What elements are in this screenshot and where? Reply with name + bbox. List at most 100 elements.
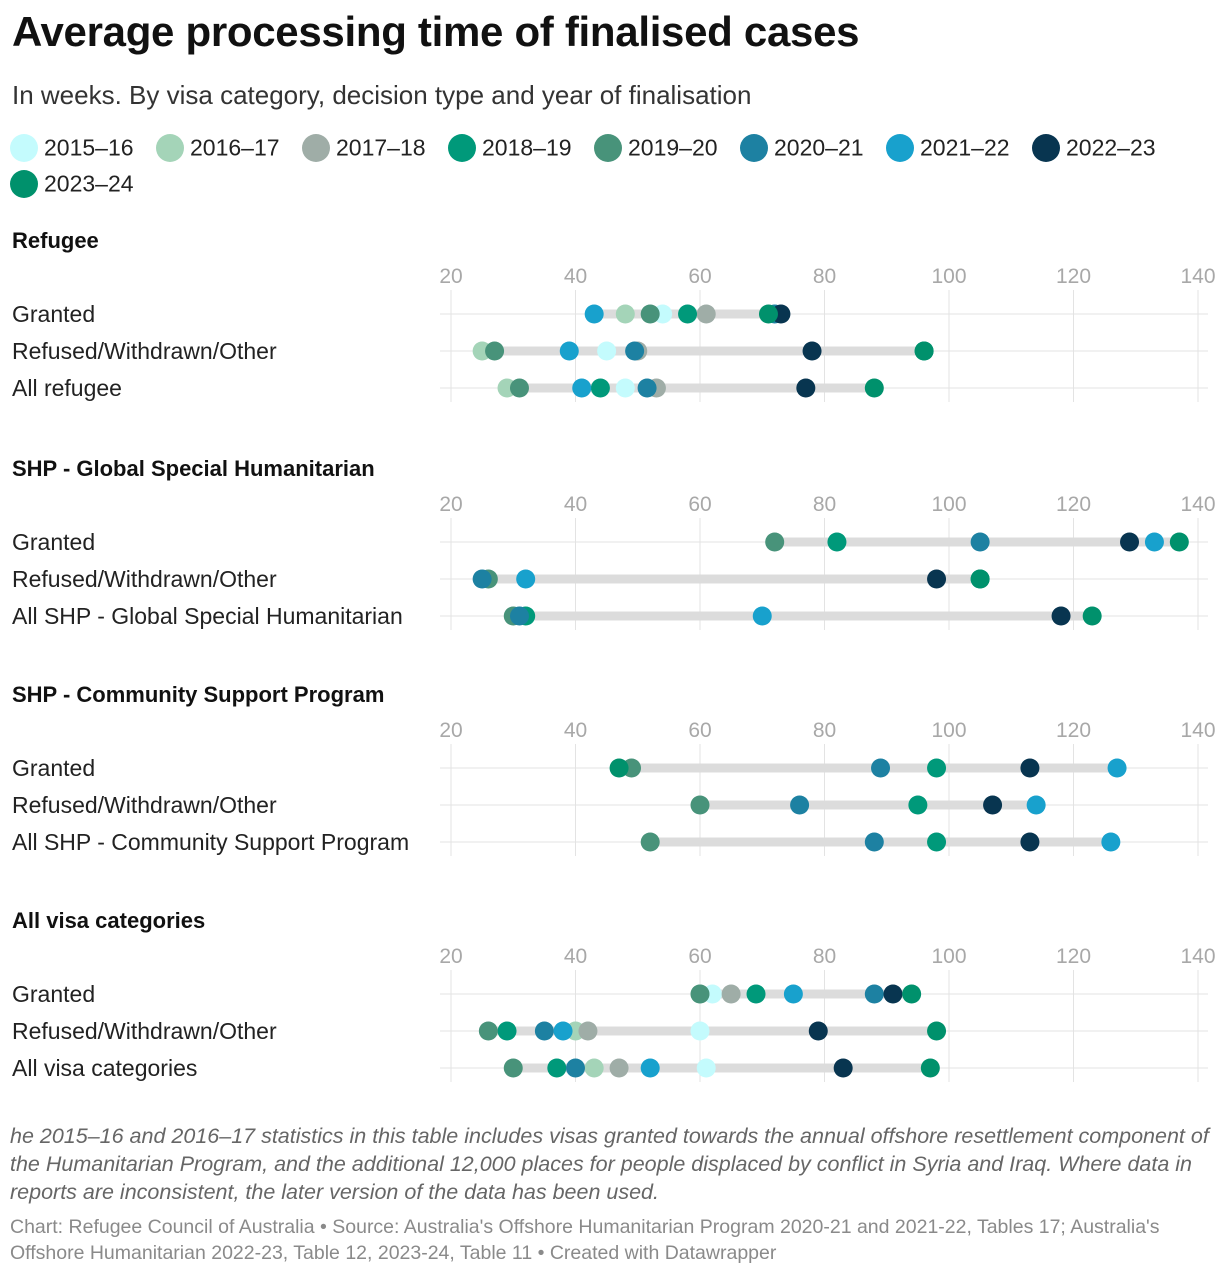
- x-tick-label: 100: [931, 265, 966, 288]
- x-tick-label: 120: [1056, 493, 1091, 516]
- data-point: [1082, 606, 1102, 626]
- data-point: [796, 378, 816, 398]
- x-tick-label: 140: [1180, 945, 1215, 968]
- data-point: [783, 984, 803, 1004]
- legend-item-2016-17[interactable]: 2016–17: [156, 134, 280, 170]
- data-point: [765, 532, 785, 552]
- legend-swatch: [10, 170, 38, 198]
- row-label: Granted: [12, 529, 95, 555]
- data-point: [516, 569, 536, 589]
- legend-label: 2019–20: [628, 134, 718, 161]
- legend-swatch: [594, 134, 622, 162]
- x-tick-label: 20: [439, 265, 462, 288]
- legend-swatch: [302, 134, 330, 162]
- data-point: [566, 1058, 585, 1078]
- data-point: [637, 378, 657, 398]
- data-point: [696, 304, 716, 324]
- data-point: [970, 532, 990, 552]
- data-point: [927, 832, 947, 852]
- row-label: Refused/Withdrawn/Other: [12, 792, 277, 818]
- legend-item-2021-22[interactable]: 2021–22: [886, 134, 1010, 170]
- data-point: [908, 795, 928, 815]
- data-point: [690, 1021, 710, 1041]
- data-point: [864, 832, 884, 852]
- data-point: [1051, 606, 1071, 626]
- row-label: All visa categories: [12, 1055, 197, 1081]
- data-point: [615, 378, 635, 398]
- x-tick-label: 20: [439, 493, 462, 516]
- data-point: [1169, 532, 1189, 552]
- x-tick-label: 40: [564, 719, 587, 742]
- legend-label: 2020–21: [774, 134, 864, 161]
- row-label: All SHP - Global Special Humanitarian: [12, 603, 403, 629]
- x-tick-label: 40: [564, 265, 587, 288]
- panel-title: Refugee: [12, 228, 99, 253]
- data-point: [827, 532, 847, 552]
- row-label: Refused/Withdrawn/Other: [12, 338, 277, 364]
- data-point: [584, 1058, 604, 1078]
- data-point: [808, 1021, 828, 1041]
- panel-title: All visa categories: [12, 908, 205, 933]
- data-point: [746, 984, 766, 1004]
- data-point: [970, 569, 990, 589]
- x-tick-label: 120: [1056, 265, 1091, 288]
- data-point: [752, 606, 772, 626]
- data-point: [920, 1058, 940, 1078]
- data-point: [553, 1021, 573, 1041]
- x-tick-label: 120: [1056, 945, 1091, 968]
- data-point: [534, 1021, 554, 1041]
- legend-item-2015-16[interactable]: 2015–16: [10, 134, 134, 170]
- x-tick-label: 20: [439, 945, 462, 968]
- row-label: All refugee: [12, 375, 122, 401]
- credit-line: Chart: Refugee Council of Australia • So…: [10, 1216, 1160, 1264]
- data-point: [497, 1021, 517, 1041]
- footnote: he 2015–16 and 2016–17 statistics in thi…: [10, 1124, 1209, 1204]
- legend-item-2020-21[interactable]: 2020–21: [740, 134, 864, 170]
- row-label: Refused/Withdrawn/Other: [12, 566, 277, 592]
- legend-item-2023-24[interactable]: 2023–24: [10, 170, 134, 206]
- x-tick-label: 140: [1180, 719, 1215, 742]
- legend: 2015–16 2016–17 2017–18 2018–19 2019–20 …: [10, 134, 1215, 206]
- data-point: [590, 378, 610, 398]
- x-tick-label: 80: [813, 945, 836, 968]
- data-point: [478, 1021, 498, 1041]
- data-point: [584, 304, 604, 324]
- data-point: [1144, 532, 1164, 552]
- x-tick-label: 80: [813, 493, 836, 516]
- legend-swatch: [1032, 134, 1060, 162]
- legend-item-2019-20[interactable]: 2019–20: [594, 134, 718, 170]
- data-point: [758, 304, 778, 324]
- chart-title: Average processing time of finalised cas…: [12, 8, 860, 55]
- data-point: [1101, 832, 1121, 852]
- data-point: [625, 341, 645, 361]
- data-point: [1026, 795, 1046, 815]
- data-point: [864, 378, 884, 398]
- x-tick-label: 60: [688, 719, 711, 742]
- data-point: [690, 795, 710, 815]
- legend-label: 2023–24: [44, 170, 134, 197]
- legend-item-2017-18[interactable]: 2017–18: [302, 134, 426, 170]
- data-point: [509, 378, 529, 398]
- x-tick-label: 60: [688, 945, 711, 968]
- legend-label: 2015–16: [44, 134, 134, 161]
- x-tick-label: 100: [931, 945, 966, 968]
- data-point: [615, 304, 635, 324]
- data-point: [503, 1058, 523, 1078]
- data-point: [597, 341, 617, 361]
- data-point: [802, 341, 822, 361]
- legend-swatch: [740, 134, 768, 162]
- data-point: [609, 758, 629, 778]
- x-tick-label: 140: [1180, 493, 1215, 516]
- legend-item-2022-23[interactable]: 2022–23: [1032, 134, 1156, 170]
- x-tick-label: 20: [439, 719, 462, 742]
- x-tick-label: 100: [931, 719, 966, 742]
- x-tick-label: 60: [688, 493, 711, 516]
- legend-item-2018-19[interactable]: 2018–19: [448, 134, 572, 170]
- data-point: [578, 1021, 598, 1041]
- data-point: [696, 1058, 716, 1078]
- data-point: [883, 984, 903, 1004]
- data-point: [678, 304, 698, 324]
- data-point: [902, 984, 922, 1004]
- data-point: [609, 1058, 629, 1078]
- data-point: [547, 1058, 567, 1078]
